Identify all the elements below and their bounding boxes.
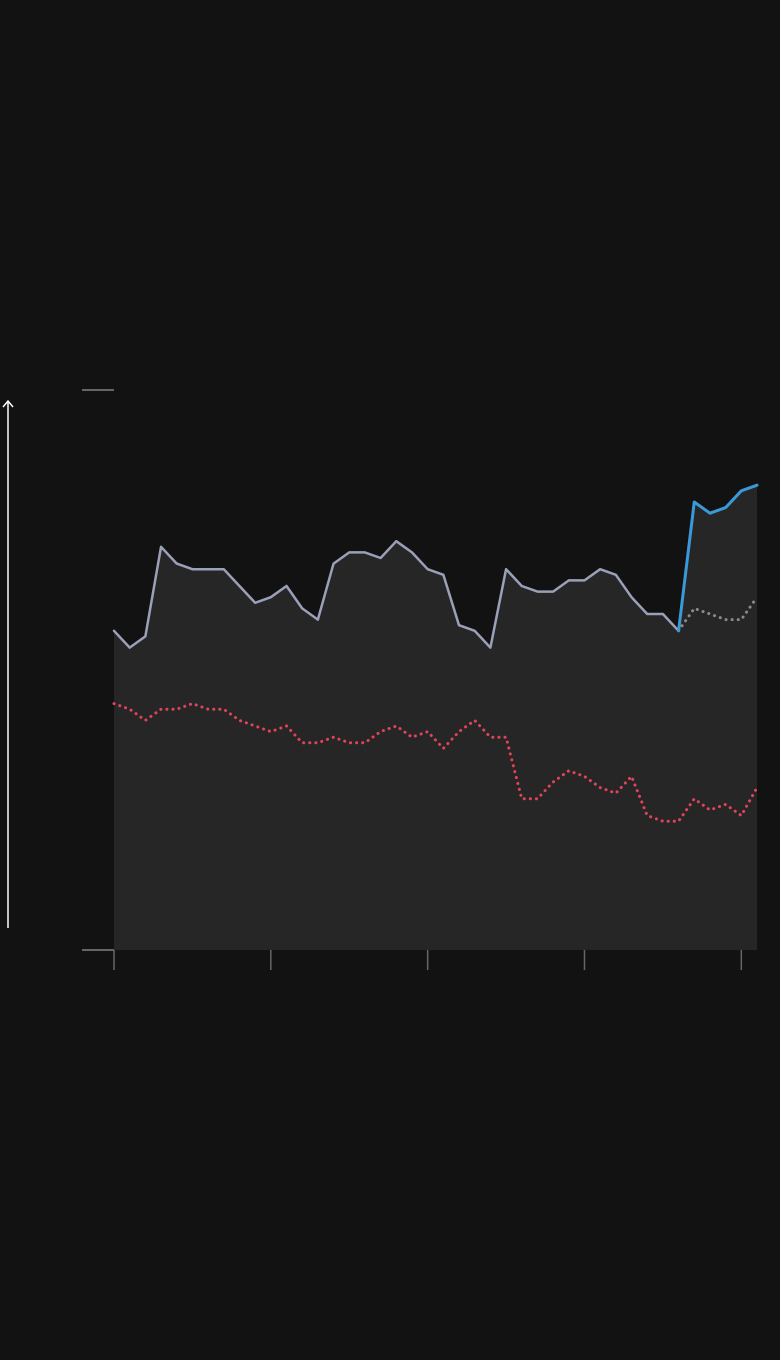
area [114, 485, 757, 950]
series-line [112, 702, 759, 823]
series-line [677, 483, 759, 633]
y-axis-arrowhead [2, 399, 14, 408]
series-line [112, 539, 680, 649]
series-line [677, 595, 759, 633]
